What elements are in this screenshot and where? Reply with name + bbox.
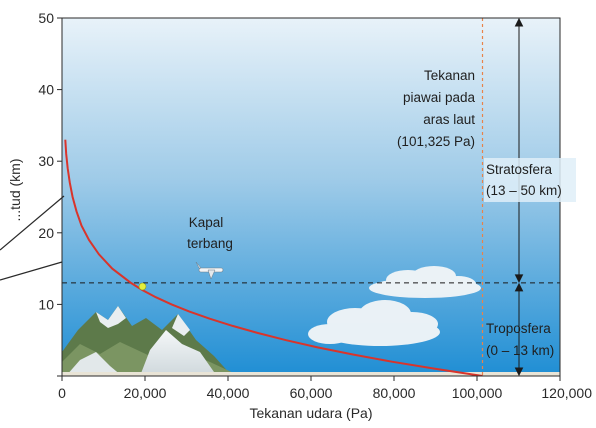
svg-text:Tekanan: Tekanan [424, 68, 475, 83]
x-tick-label: 20,000 [124, 385, 167, 401]
callout-lines [0, 195, 65, 281]
mountains-illustration [62, 306, 240, 376]
aircraft-annotation: Kapal terbang [187, 215, 233, 251]
x-tick-label: 100,000 [452, 385, 503, 401]
svg-text:(0 – 13 km): (0 – 13 km) [486, 343, 554, 358]
x-tick-label: 40,000 [207, 385, 250, 401]
svg-text:terbang: terbang [187, 236, 233, 251]
x-axis-title: Tekanan udara (Pa) [250, 405, 373, 421]
svg-text:aras laut: aras laut [423, 112, 475, 127]
sea-level-annotation: Tekanan piawai pada aras laut (101,325 P… [397, 68, 476, 149]
svg-text:(13 – 50 km): (13 – 50 km) [486, 183, 562, 198]
svg-text:piawai pada: piawai pada [403, 90, 476, 105]
y-tick-label: 20 [38, 225, 54, 241]
svg-text:Kapal: Kapal [189, 215, 224, 230]
cloud-low [308, 300, 440, 346]
y-tick-label: 40 [38, 82, 54, 98]
x-tick-label: 60,000 [290, 385, 333, 401]
y-tick-label: 50 [38, 10, 54, 26]
y-tick-label: 10 [38, 296, 54, 312]
svg-text:Troposfera: Troposfera [486, 321, 551, 336]
svg-text:Stratosfera: Stratosfera [486, 162, 553, 177]
x-tick-label: 120,000 [541, 385, 592, 401]
x-axis-ticks: 0 20,000 40,000 60,000 80,000 100,000 120,000 [58, 376, 592, 401]
layer-arrows [514, 17, 524, 377]
troposphere-arrowhead-bottom [514, 367, 524, 377]
stratosphere-annotation: Stratosfera (13 – 50 km) [484, 158, 576, 202]
x-tick-label: 80,000 [373, 385, 416, 401]
stratosphere-arrowhead-bottom [514, 274, 524, 284]
x-tick-label: 0 [58, 385, 66, 401]
y-tick-label: 30 [38, 153, 54, 169]
pressure-curve-series [64, 139, 483, 376]
troposphere-arrowhead-top [514, 282, 524, 292]
y-axis-ticks: 10 20 30 40 50 [38, 10, 62, 377]
svg-text:(101,325 Pa): (101,325 Pa) [397, 134, 475, 149]
sky-background [62, 18, 560, 376]
troposphere-annotation: Troposfera (0 – 13 km) [486, 321, 554, 358]
aircraft-point [138, 282, 147, 291]
airplane-icon [195, 261, 224, 280]
stratosphere-arrowhead-top [514, 17, 524, 27]
y-axis-title: ...tud (km) [7, 158, 23, 221]
